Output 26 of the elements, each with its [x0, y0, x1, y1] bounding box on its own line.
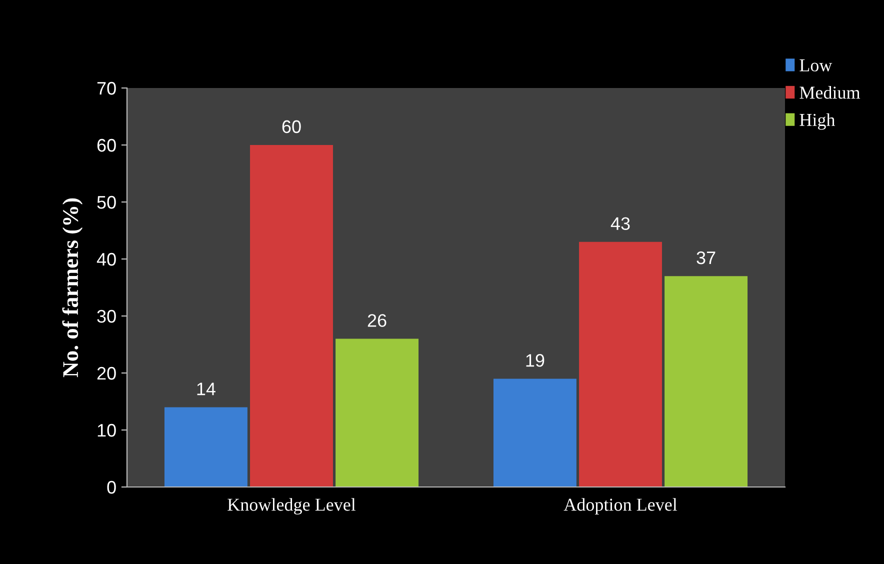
y-axis-title: No. of farmers (%)	[62, 198, 83, 378]
bar	[664, 276, 748, 487]
x-tick-label: Knowledge Level	[228, 498, 356, 515]
data-label: 60	[282, 120, 301, 134]
bar	[336, 338, 419, 487]
x-tick-label: Adoption Level	[564, 498, 678, 514]
bar	[164, 407, 248, 487]
y-tick-label: 10	[98, 424, 116, 437]
y-tick-label: 50	[97, 196, 116, 209]
y-tick-label: 40	[96, 252, 116, 266]
legend-label: Medium	[800, 86, 860, 99]
bar	[493, 378, 576, 487]
data-label: 37	[696, 251, 716, 264]
data-label: 26	[368, 314, 386, 327]
data-label: 43	[610, 217, 630, 230]
y-tick-label: 30	[97, 310, 116, 323]
legend-label: Low	[800, 59, 832, 72]
bar	[250, 145, 333, 487]
data-label: 19	[526, 354, 544, 367]
legend-label: High	[800, 113, 836, 130]
y-tick-label: 20	[97, 366, 116, 380]
y-tick-label: 0	[107, 480, 116, 494]
y-tick-label: 60	[97, 138, 116, 152]
bar	[579, 242, 662, 487]
y-tick-label: 70	[97, 82, 116, 95]
data-label: 14	[197, 382, 216, 396]
